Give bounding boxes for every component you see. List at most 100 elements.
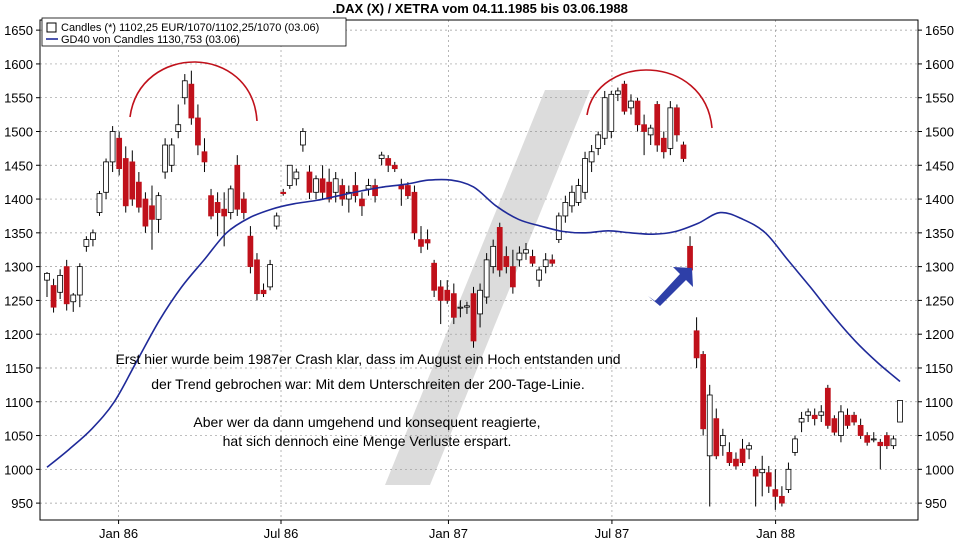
candle-body-up (536, 269, 542, 281)
annotation-text: Erst hier wurde beim 1987er Crash klar, … (115, 351, 620, 449)
candle (129, 150, 136, 206)
grid-lines (40, 20, 918, 520)
candle-body-down (857, 425, 864, 436)
candle-body-down (418, 239, 424, 247)
y-tick-label: 1350 (925, 226, 954, 241)
candle-body-up (516, 252, 523, 261)
candle-body-up (588, 151, 595, 163)
y-tick-label: 950 (11, 496, 33, 511)
candle (877, 438, 884, 470)
candle (483, 253, 490, 304)
candle-body-down (254, 259, 260, 295)
candle-body-down (116, 137, 123, 170)
candle-body-up (103, 161, 109, 193)
candle-body-up (345, 191, 352, 200)
x-tick-label: Jul 86 (264, 526, 299, 540)
y-tick-label: 1100 (925, 395, 953, 410)
legend: Candles (*) 1102,25 EUR/1070/1102,25/107… (41, 17, 347, 47)
candle (510, 249, 516, 294)
y-tick-label: 1400 (4, 192, 33, 207)
candle-body-down (726, 452, 733, 463)
candle (300, 128, 306, 152)
candle (660, 131, 667, 159)
candle (227, 185, 234, 220)
candle-body-down (280, 191, 287, 195)
y-tick-label: 1100 (5, 395, 33, 410)
candle (496, 222, 503, 277)
y-tick-label: 1150 (5, 361, 33, 376)
y-tick-label: 1050 (925, 429, 954, 444)
candle-body-up (300, 131, 306, 146)
candle-body-down (680, 144, 687, 159)
y-tick-label: 1550 (925, 91, 954, 106)
candle (260, 283, 267, 298)
x-tick-label: Jan 86 (99, 526, 138, 540)
y-tick-label: 1150 (925, 361, 953, 376)
candle-body-down (549, 259, 556, 264)
candle-body-up (667, 107, 674, 149)
y-tick-label: 1050 (4, 429, 33, 444)
candle-body-down (122, 158, 129, 207)
candle (267, 259, 273, 291)
candle-body-up (542, 259, 549, 268)
candle (359, 192, 365, 216)
candle-body-down (247, 235, 254, 268)
chart-title: .DAX (X) / XETRA vom 04.11.1985 bis 03.0… (332, 1, 628, 16)
candle-body-down (496, 227, 503, 271)
arrow-icon (648, 267, 693, 306)
candle-body-up (109, 131, 116, 163)
candle (431, 259, 437, 298)
candle (608, 90, 615, 139)
candle-body-down (352, 185, 359, 197)
head-arc-1986 (129, 61, 258, 122)
candle (549, 254, 556, 267)
candle-body-up (595, 134, 602, 149)
candle (772, 469, 779, 510)
candle (733, 452, 739, 470)
candle-body-up (608, 93, 615, 132)
candle (765, 465, 772, 493)
y-tick-label: 1300 (4, 260, 33, 275)
candle-body-down (654, 104, 661, 146)
candle (857, 418, 864, 439)
candle-body-down (752, 468, 759, 477)
candle-body-down (136, 181, 142, 208)
x-tick-label: Jan 87 (429, 526, 468, 540)
candle (319, 165, 326, 200)
candle-body-down (470, 293, 477, 342)
candle (680, 141, 687, 162)
candle (201, 138, 208, 173)
candle (155, 192, 162, 233)
candle (831, 415, 838, 436)
candle-body-down (142, 198, 149, 227)
candle (63, 259, 70, 311)
y-tick-label: 1550 (4, 91, 33, 106)
y-tick-label: 1000 (925, 462, 954, 477)
candle (654, 101, 661, 152)
candle (890, 435, 897, 450)
candle-body-up (227, 188, 234, 213)
candle (444, 280, 451, 304)
candle-body-down (884, 435, 890, 447)
candle (739, 438, 746, 466)
candle-body-up (746, 445, 752, 450)
candle (149, 185, 155, 250)
candle-body-down (50, 285, 57, 308)
candle (470, 286, 477, 348)
candle-body-down (864, 435, 871, 443)
y-axis-left: 950 1000 1050 1100 1150 1200 1250 1300 1350 1400 1… (4, 23, 40, 511)
candle-body-down (208, 195, 214, 217)
candle (44, 272, 50, 298)
head-arc-1987 (586, 69, 713, 129)
candle (477, 283, 483, 328)
candle (234, 155, 241, 216)
candle (746, 442, 752, 460)
candle-body-up (805, 411, 811, 416)
candle-body-down (687, 245, 693, 271)
candle-body-down (503, 256, 510, 268)
candle (792, 435, 798, 456)
candle-body-down (214, 202, 221, 213)
break-arrow (648, 267, 693, 306)
candle-body-down (634, 100, 641, 126)
candle (181, 74, 188, 105)
